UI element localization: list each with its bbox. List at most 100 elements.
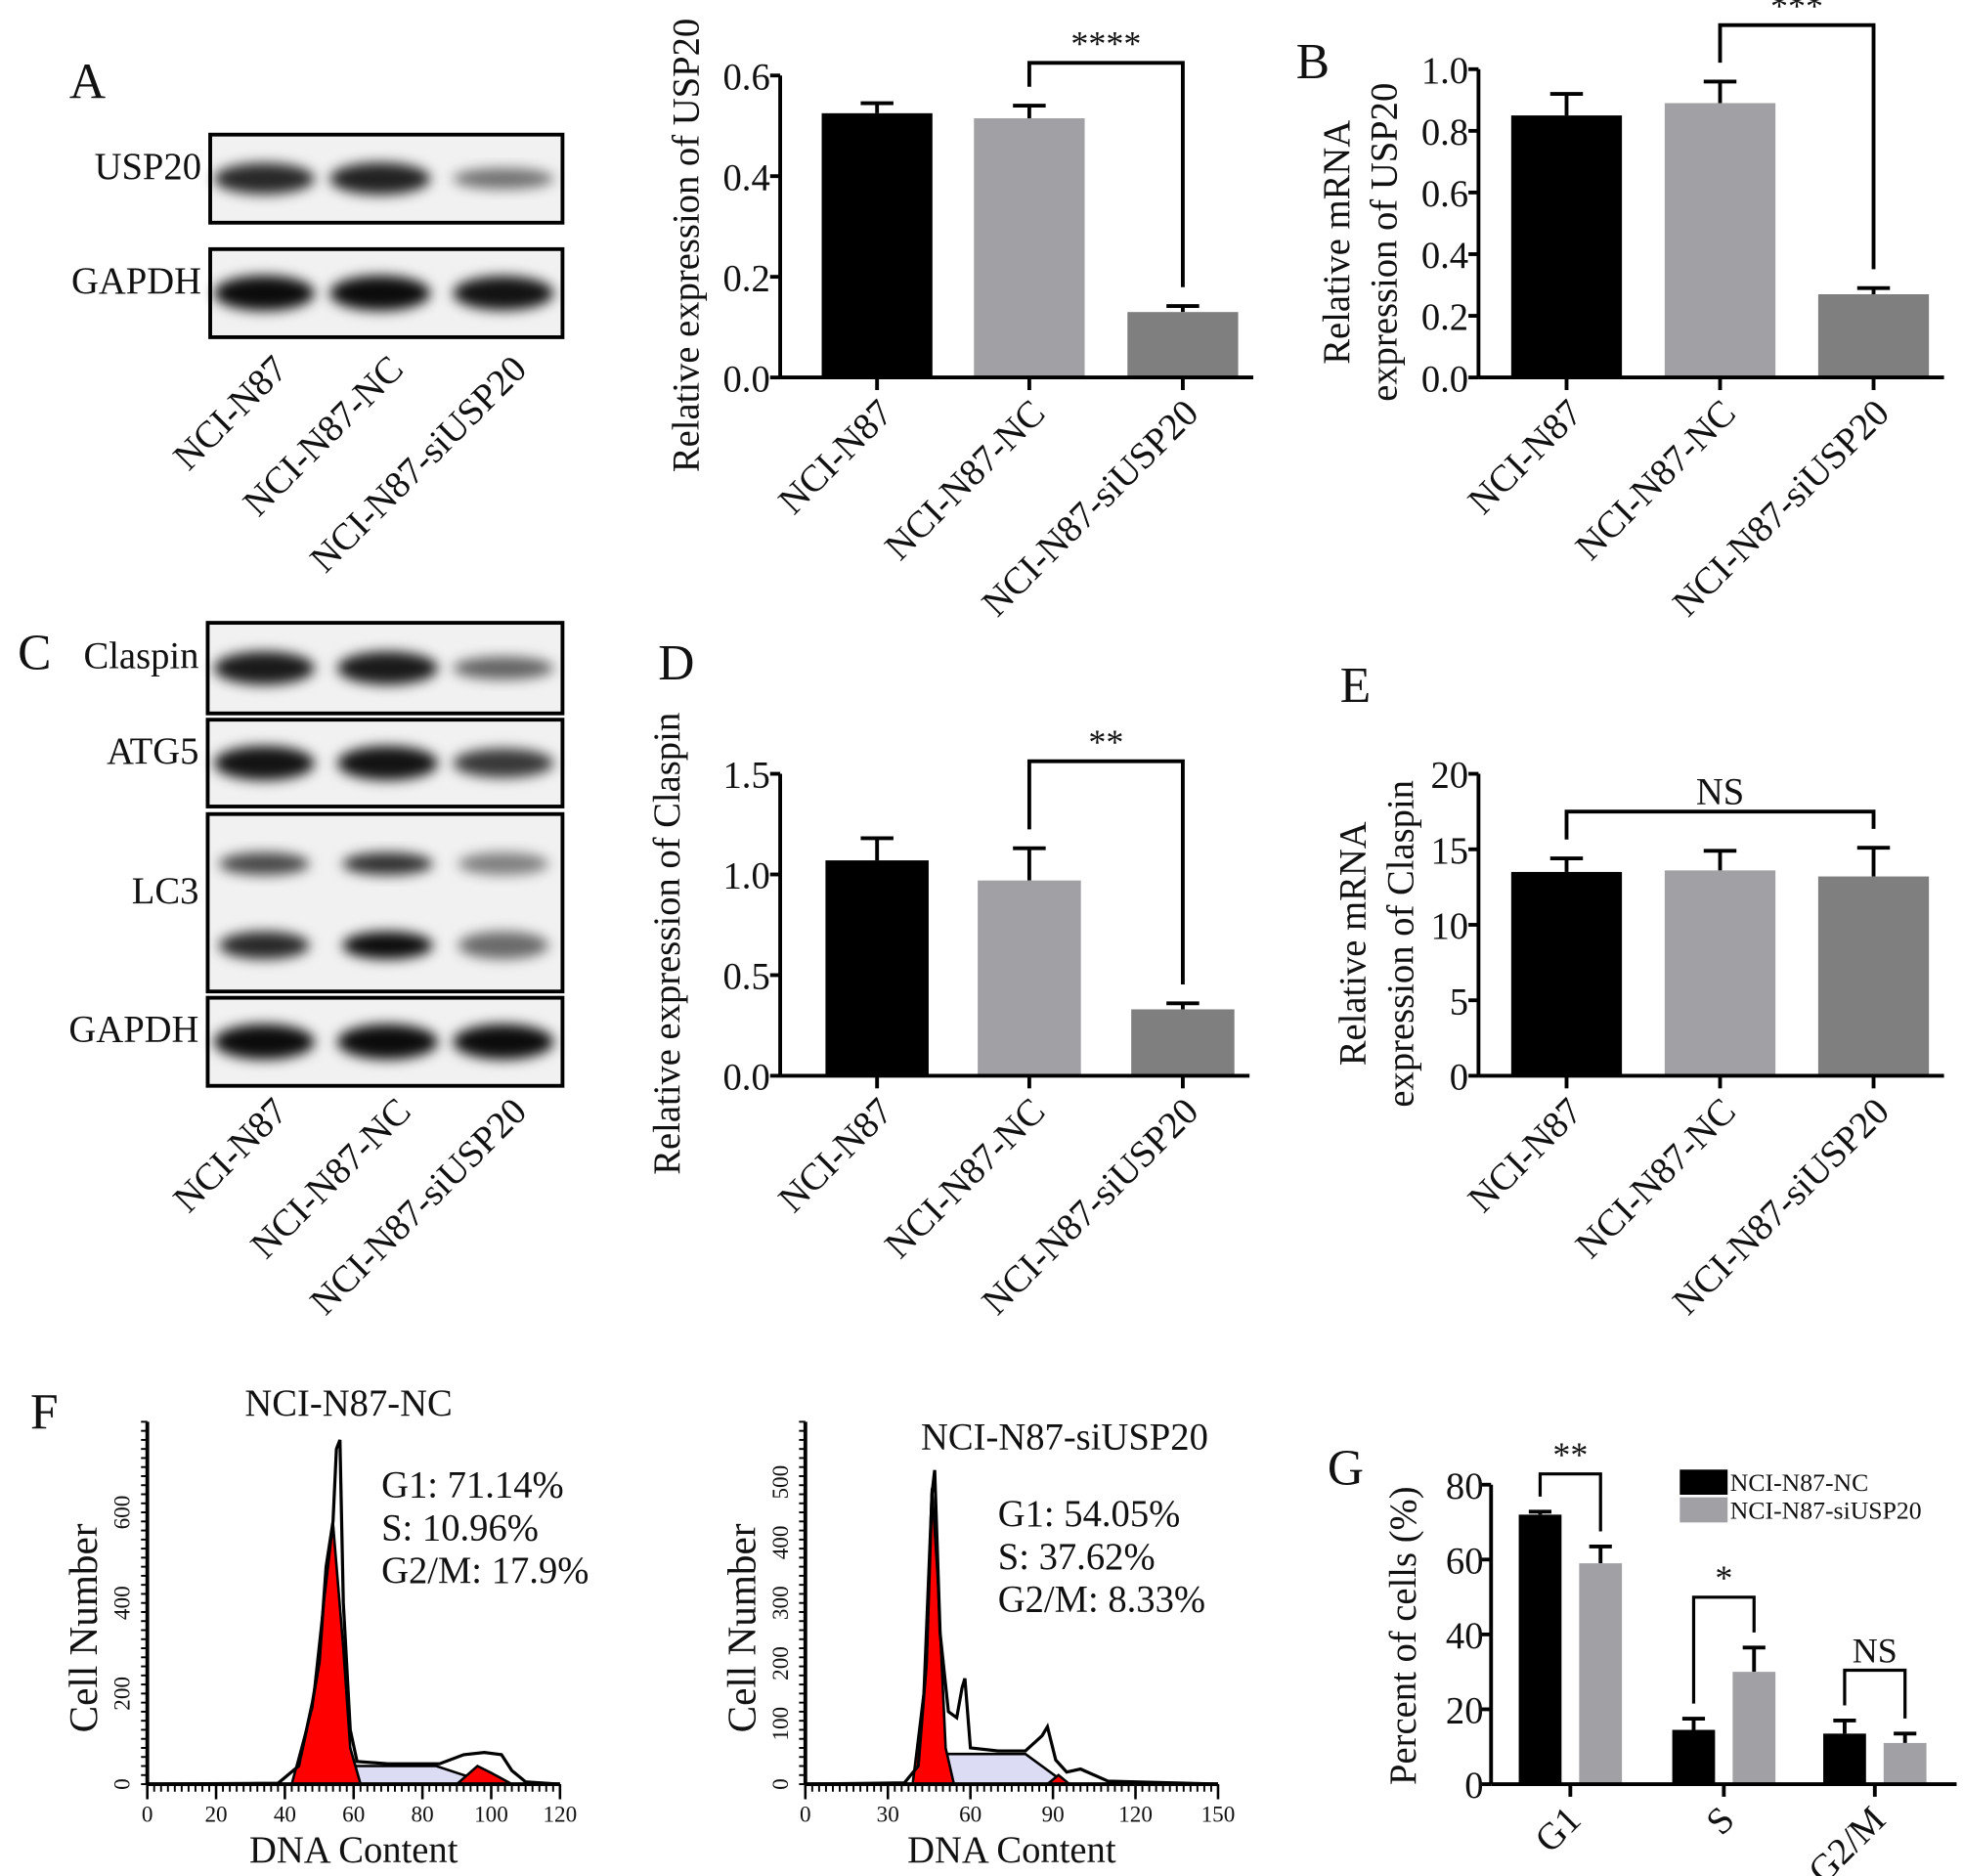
y-axis-label: Percent of cells (%): [1383, 1486, 1424, 1785]
chart-b: NCI-N87NCI-N87-NCNCI-N87-siUSP200.00.20.…: [1317, 0, 1944, 625]
phase-percentage: G1: 71.14%: [381, 1465, 564, 1506]
y-axis-label: Relative mRNA: [1317, 120, 1358, 365]
x-tick-label: 150: [1201, 1803, 1236, 1828]
x-tick-label: NCI-N87: [771, 392, 901, 522]
y-tick-label: 500: [768, 1465, 794, 1500]
y-tick-label: 10: [1430, 906, 1468, 947]
y-tick-label: 0.0: [723, 1058, 770, 1099]
y-tick-label: 1.5: [723, 756, 770, 797]
y-axis-label: Relative expression of Claspin: [647, 713, 688, 1175]
bar-2: [1127, 312, 1239, 378]
y-tick-label: 0.5: [723, 957, 770, 998]
significance-label: ****: [1070, 24, 1141, 64]
bar-g1-1: [1579, 1563, 1623, 1785]
significance-bracket: [1026, 759, 1185, 984]
blot-label: Claspin: [83, 635, 198, 676]
bar-2: [1817, 293, 1930, 378]
bar-g2m-1: [1883, 1742, 1927, 1785]
blot-band: [213, 1024, 315, 1060]
y-axis-label: expression of Claspin: [1380, 780, 1421, 1108]
blot-band: [342, 851, 433, 876]
y-tick-label: 20: [1430, 756, 1468, 797]
chart-f2: 0 30 60 90 120 150 0 100 200 300 400 500 DNA Content…: [719, 1418, 1235, 1871]
bar-s-0: [1672, 1729, 1716, 1785]
y-tick-label: 400: [110, 1586, 136, 1620]
y-tick-label: 0.6: [1421, 174, 1468, 215]
blot-label: LC3: [132, 871, 199, 912]
x-tick-label: 40: [274, 1803, 296, 1828]
y-tick-label: 0.2: [1421, 297, 1468, 338]
blot-band: [458, 931, 549, 960]
bar-0: [825, 860, 929, 1076]
blot-band: [213, 275, 315, 311]
x-tick-label: 60: [959, 1803, 982, 1828]
bar-1: [1664, 870, 1776, 1076]
panel-letter-a: A: [69, 54, 106, 109]
blot-band: [453, 167, 554, 190]
x-tick-label: G2/M: [1801, 1799, 1894, 1876]
y-tick-label: 0.4: [1421, 236, 1468, 277]
phase-percentage: S: 10.96%: [381, 1507, 539, 1549]
significance-bracket: [1538, 1472, 1602, 1532]
y-tick-label: 600: [110, 1496, 136, 1530]
chart-e: NCI-N87NCI-N87-NCNCI-N87-siUSP2005101520…: [1333, 756, 1944, 1323]
panel-letter-e: E: [1340, 658, 1371, 714]
legend-swatch: [1679, 1469, 1728, 1496]
significance-label: NS: [1696, 771, 1744, 812]
bar-1: [1664, 103, 1776, 378]
significance-bracket: [1026, 61, 1185, 287]
chart-title: NCI-N87-NC: [244, 1383, 452, 1424]
blot-label: GAPDH: [71, 261, 201, 302]
legend-label: NCI-N87-siUSP20: [1730, 1496, 1922, 1524]
chart-f1: 0 20 40 60 80 100 120 0 200 400 600 DNA Content Cell…: [61, 1383, 589, 1871]
blot-band: [219, 851, 310, 876]
chart-a: NCI-N87NCI-N87-NCNCI-N87-siUSP200.00.20.…: [666, 19, 1254, 625]
x-tick-label: G1: [1528, 1799, 1590, 1860]
y-tick-label: 0.0: [723, 359, 770, 400]
x-tick-label: 0: [800, 1803, 811, 1828]
y-tick-label: 0: [1464, 1766, 1483, 1807]
blot-band: [213, 162, 315, 195]
x-axis-label: DNA Content: [907, 1830, 1116, 1871]
x-tick-label: NCI-N87: [1461, 1091, 1591, 1221]
x-tick-label: NCI-N87: [771, 1091, 901, 1221]
y-tick-label: 0.0: [1421, 359, 1468, 400]
x-tick-label: 100: [474, 1803, 508, 1828]
y-tick-label: 1.0: [1421, 51, 1468, 92]
panel-letter-d: D: [658, 635, 694, 691]
y-tick-label: 40: [1446, 1616, 1484, 1657]
y-tick-label: 0: [768, 1778, 794, 1790]
y-tick-label: 15: [1430, 831, 1468, 872]
y-tick-label: 60: [1446, 1541, 1484, 1582]
y-tick-label: 0.4: [723, 157, 770, 198]
y-tick-label: 200: [768, 1646, 794, 1680]
y-axis-label: Cell Number: [61, 1523, 106, 1732]
chart-d: NCI-N87NCI-N87-NCNCI-N87-siUSP200.00.51.…: [647, 713, 1250, 1323]
blot-band: [337, 651, 438, 685]
bar-0: [1510, 871, 1623, 1076]
y-tick-label: 20: [1446, 1691, 1484, 1732]
blot-band: [453, 748, 554, 778]
y-tick-label: 80: [1446, 1466, 1484, 1507]
bar-s-1: [1732, 1672, 1776, 1785]
blot-label: USP20: [95, 147, 201, 188]
blot-band: [458, 851, 549, 876]
bar-1: [974, 117, 1085, 378]
bar-g1-0: [1518, 1514, 1562, 1785]
x-axis-label: DNA Content: [249, 1830, 458, 1871]
x-tick-label: S: [1699, 1799, 1743, 1843]
significance-bracket: [1843, 1668, 1907, 1719]
panel-letter-g: G: [1328, 1441, 1364, 1497]
lane-label: NCI-N87-siUSP20: [303, 348, 536, 581]
blot-band: [337, 746, 438, 781]
blot-box-lc3: [205, 811, 565, 994]
y-axis-label: Cell Number: [719, 1523, 763, 1732]
significance-label: **: [1552, 1435, 1588, 1474]
significance-label: **: [1088, 722, 1123, 762]
y-tick-label: 1.0: [723, 856, 770, 897]
phase-percentage: S: 37.62%: [998, 1537, 1156, 1578]
y-tick-label: 5: [1450, 982, 1468, 1023]
y-axis-label: Relative expression of USP20: [666, 19, 707, 472]
